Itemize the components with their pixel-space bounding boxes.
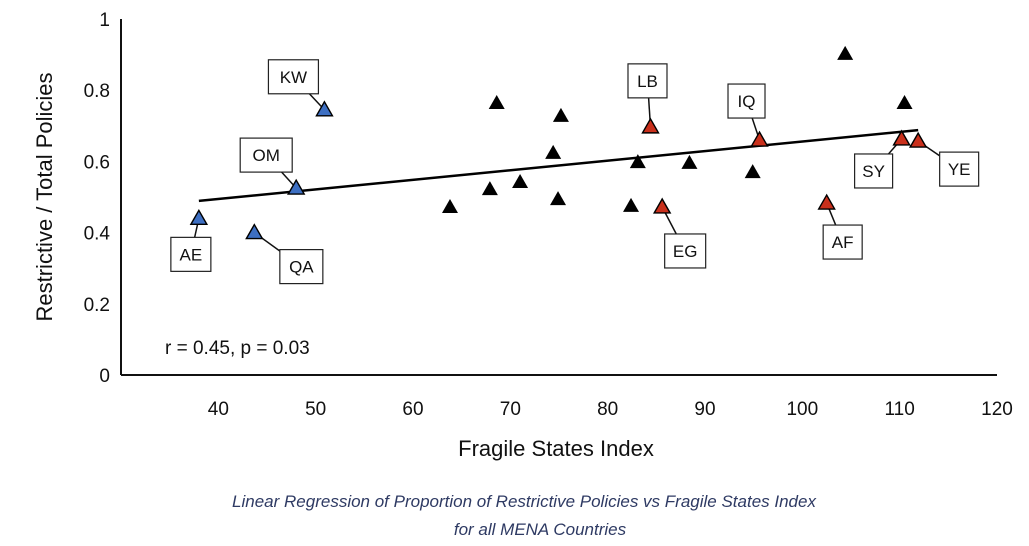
data-point	[892, 129, 911, 146]
data-point	[908, 131, 928, 148]
data-point	[552, 107, 569, 122]
y-tick-label: 0.6	[84, 152, 110, 173]
point-label: LB	[637, 72, 658, 91]
point-label: OM	[253, 146, 280, 165]
data-point	[896, 95, 913, 110]
data-point	[189, 208, 209, 226]
y-tick-label: 1	[99, 10, 110, 31]
data-point	[750, 130, 769, 147]
label-box	[939, 151, 980, 187]
point-label: AE	[180, 245, 203, 264]
data-point	[641, 117, 660, 134]
y-tick-label: 0.4	[84, 224, 111, 245]
label-box	[239, 137, 293, 173]
point-label: AF	[832, 233, 854, 252]
data-point	[315, 100, 334, 117]
correlation-annotation: r = 0.45, p = 0.03	[165, 338, 310, 359]
x-tick-label: 50	[305, 399, 326, 420]
data-point	[681, 154, 698, 169]
x-axis-title: Fragile States Index	[458, 436, 654, 461]
data-point	[629, 154, 646, 169]
x-tick-label: 80	[597, 399, 618, 420]
data-point	[744, 164, 761, 179]
data-point	[488, 95, 505, 110]
label-box	[279, 249, 324, 285]
label-box	[822, 224, 863, 260]
point-label: KW	[280, 68, 307, 87]
data-point	[623, 197, 640, 212]
point-label: IQ	[738, 92, 756, 111]
y-axis-title: Restrictive / Total Policies	[32, 72, 57, 321]
x-tick-label: 70	[500, 399, 521, 420]
x-tick-label: 100	[786, 399, 818, 420]
data-point	[545, 144, 562, 159]
y-tick-label: 0.8	[84, 81, 110, 102]
point-label: YE	[948, 160, 971, 179]
point-label: QA	[289, 258, 314, 277]
marks: AE QA OM KW LB EG IQ AF SY YE	[170, 45, 980, 285]
data-point	[245, 223, 264, 240]
trendline	[198, 128, 919, 203]
x-tick-label: 110	[885, 399, 915, 420]
caption-line-2: for all MENA Countries	[454, 520, 627, 539]
caption-line-1: Linear Regression of Proportion of Restr…	[232, 492, 816, 511]
data-point	[550, 191, 567, 206]
data-point	[652, 197, 672, 214]
y-tick-label: 0	[99, 366, 110, 387]
label-box	[170, 236, 212, 272]
data-point	[512, 174, 529, 189]
x-tick-label: 60	[402, 399, 423, 420]
label-box	[664, 233, 707, 269]
label-box	[267, 59, 320, 95]
axes: 40 50 60 70 80 90 100 110 120 0 0.2 0.4 0.6 0.8 1	[84, 10, 1013, 420]
label-box	[854, 153, 894, 189]
data-point	[481, 181, 498, 196]
point-label: EG	[673, 242, 698, 261]
label-box	[727, 83, 766, 119]
point-label: SY	[862, 162, 885, 181]
label-box	[627, 63, 668, 99]
x-tick-label: 40	[208, 399, 229, 420]
data-point	[441, 198, 458, 213]
data-point	[817, 193, 836, 210]
data-point	[286, 178, 306, 195]
x-tick-label: 120	[981, 399, 1013, 420]
y-tick-label: 0.2	[84, 295, 110, 316]
x-tick-label: 90	[694, 399, 715, 420]
data-point	[837, 45, 854, 60]
